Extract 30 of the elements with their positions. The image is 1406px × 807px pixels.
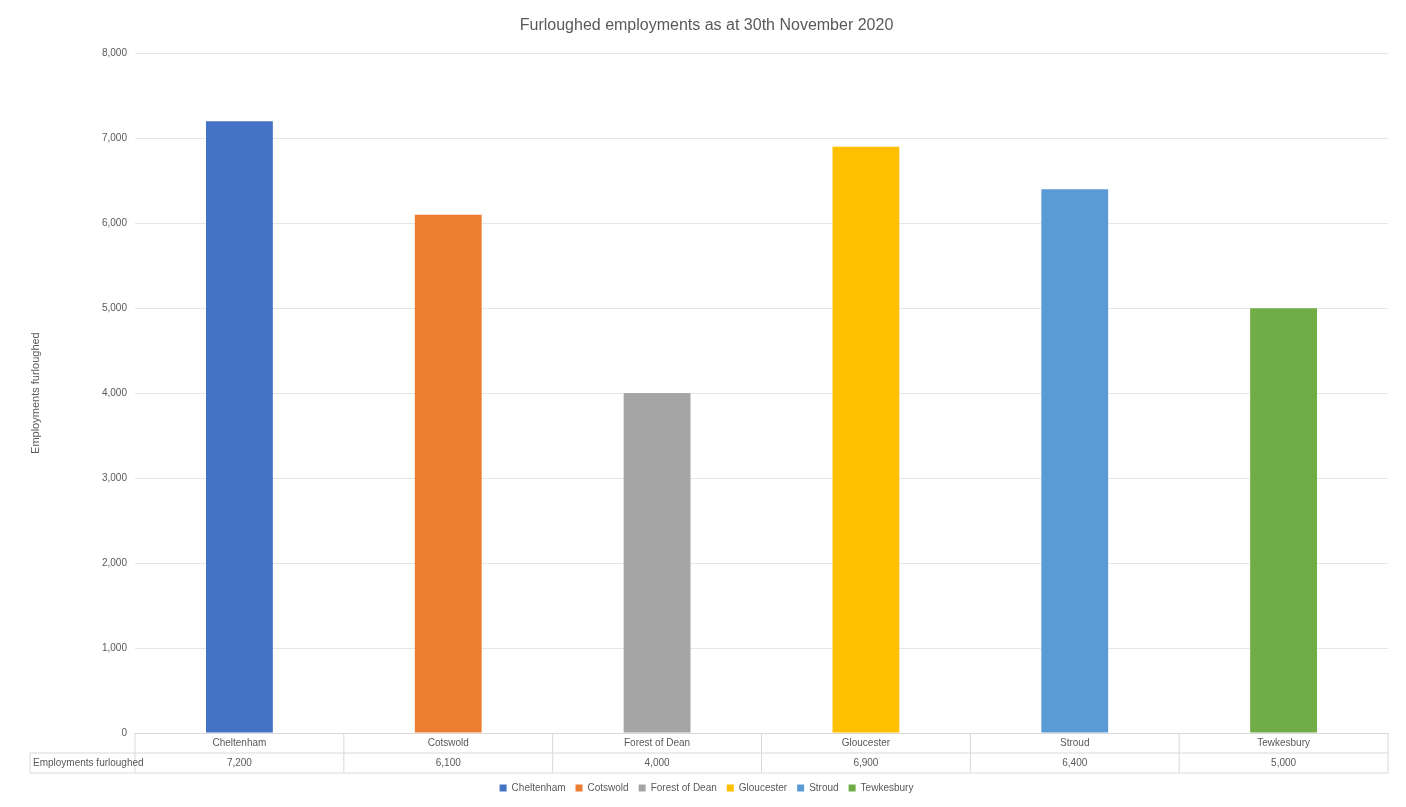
data-label: 6,100 <box>435 756 462 768</box>
y-tick-label: 5,000 <box>101 301 128 313</box>
y-tick-label: 3,000 <box>101 471 128 483</box>
x-tick-label: Gloucester <box>841 736 891 748</box>
legend-label: Stroud <box>809 781 839 793</box>
legend-label: Cheltenham <box>511 781 566 793</box>
data-label: 6,400 <box>1062 756 1088 768</box>
y-tick-label: 0 <box>121 726 128 738</box>
y-tick-label: 7,000 <box>101 131 128 143</box>
data-label: 4,000 <box>644 756 671 768</box>
legend-label: Forest of Dean <box>650 781 717 793</box>
x-tick-label: Stroud <box>1060 736 1090 748</box>
legend-label: Cotswold <box>587 781 629 793</box>
chart-title: Furloughed employments as at 30th November 2020 <box>519 16 894 34</box>
y-tick-label: 2,000 <box>101 556 128 568</box>
y-axis-title: Employments furloughed <box>33 756 144 768</box>
y-tick-label: 8,000 <box>101 46 128 58</box>
text: Employments furloughed <box>28 332 41 454</box>
x-tick-label: Forest of Dean <box>624 736 691 748</box>
y-tick-label: 6,000 <box>101 216 128 228</box>
y-tick-label: 1,000 <box>101 641 128 653</box>
legend-label: Gloucester <box>738 781 788 793</box>
legend-label: Tewkesbury <box>860 781 914 793</box>
data-label: 5,000 <box>1271 756 1297 768</box>
data-label: 6,900 <box>853 756 879 768</box>
x-tick-label: Tewkesbury <box>1257 736 1310 748</box>
y-tick-label: 4,000 <box>101 386 128 398</box>
data-label: 7,200 <box>226 756 253 768</box>
x-tick-label: Cotswold <box>427 736 469 748</box>
x-tick-label: Cheltenham <box>212 736 267 748</box>
